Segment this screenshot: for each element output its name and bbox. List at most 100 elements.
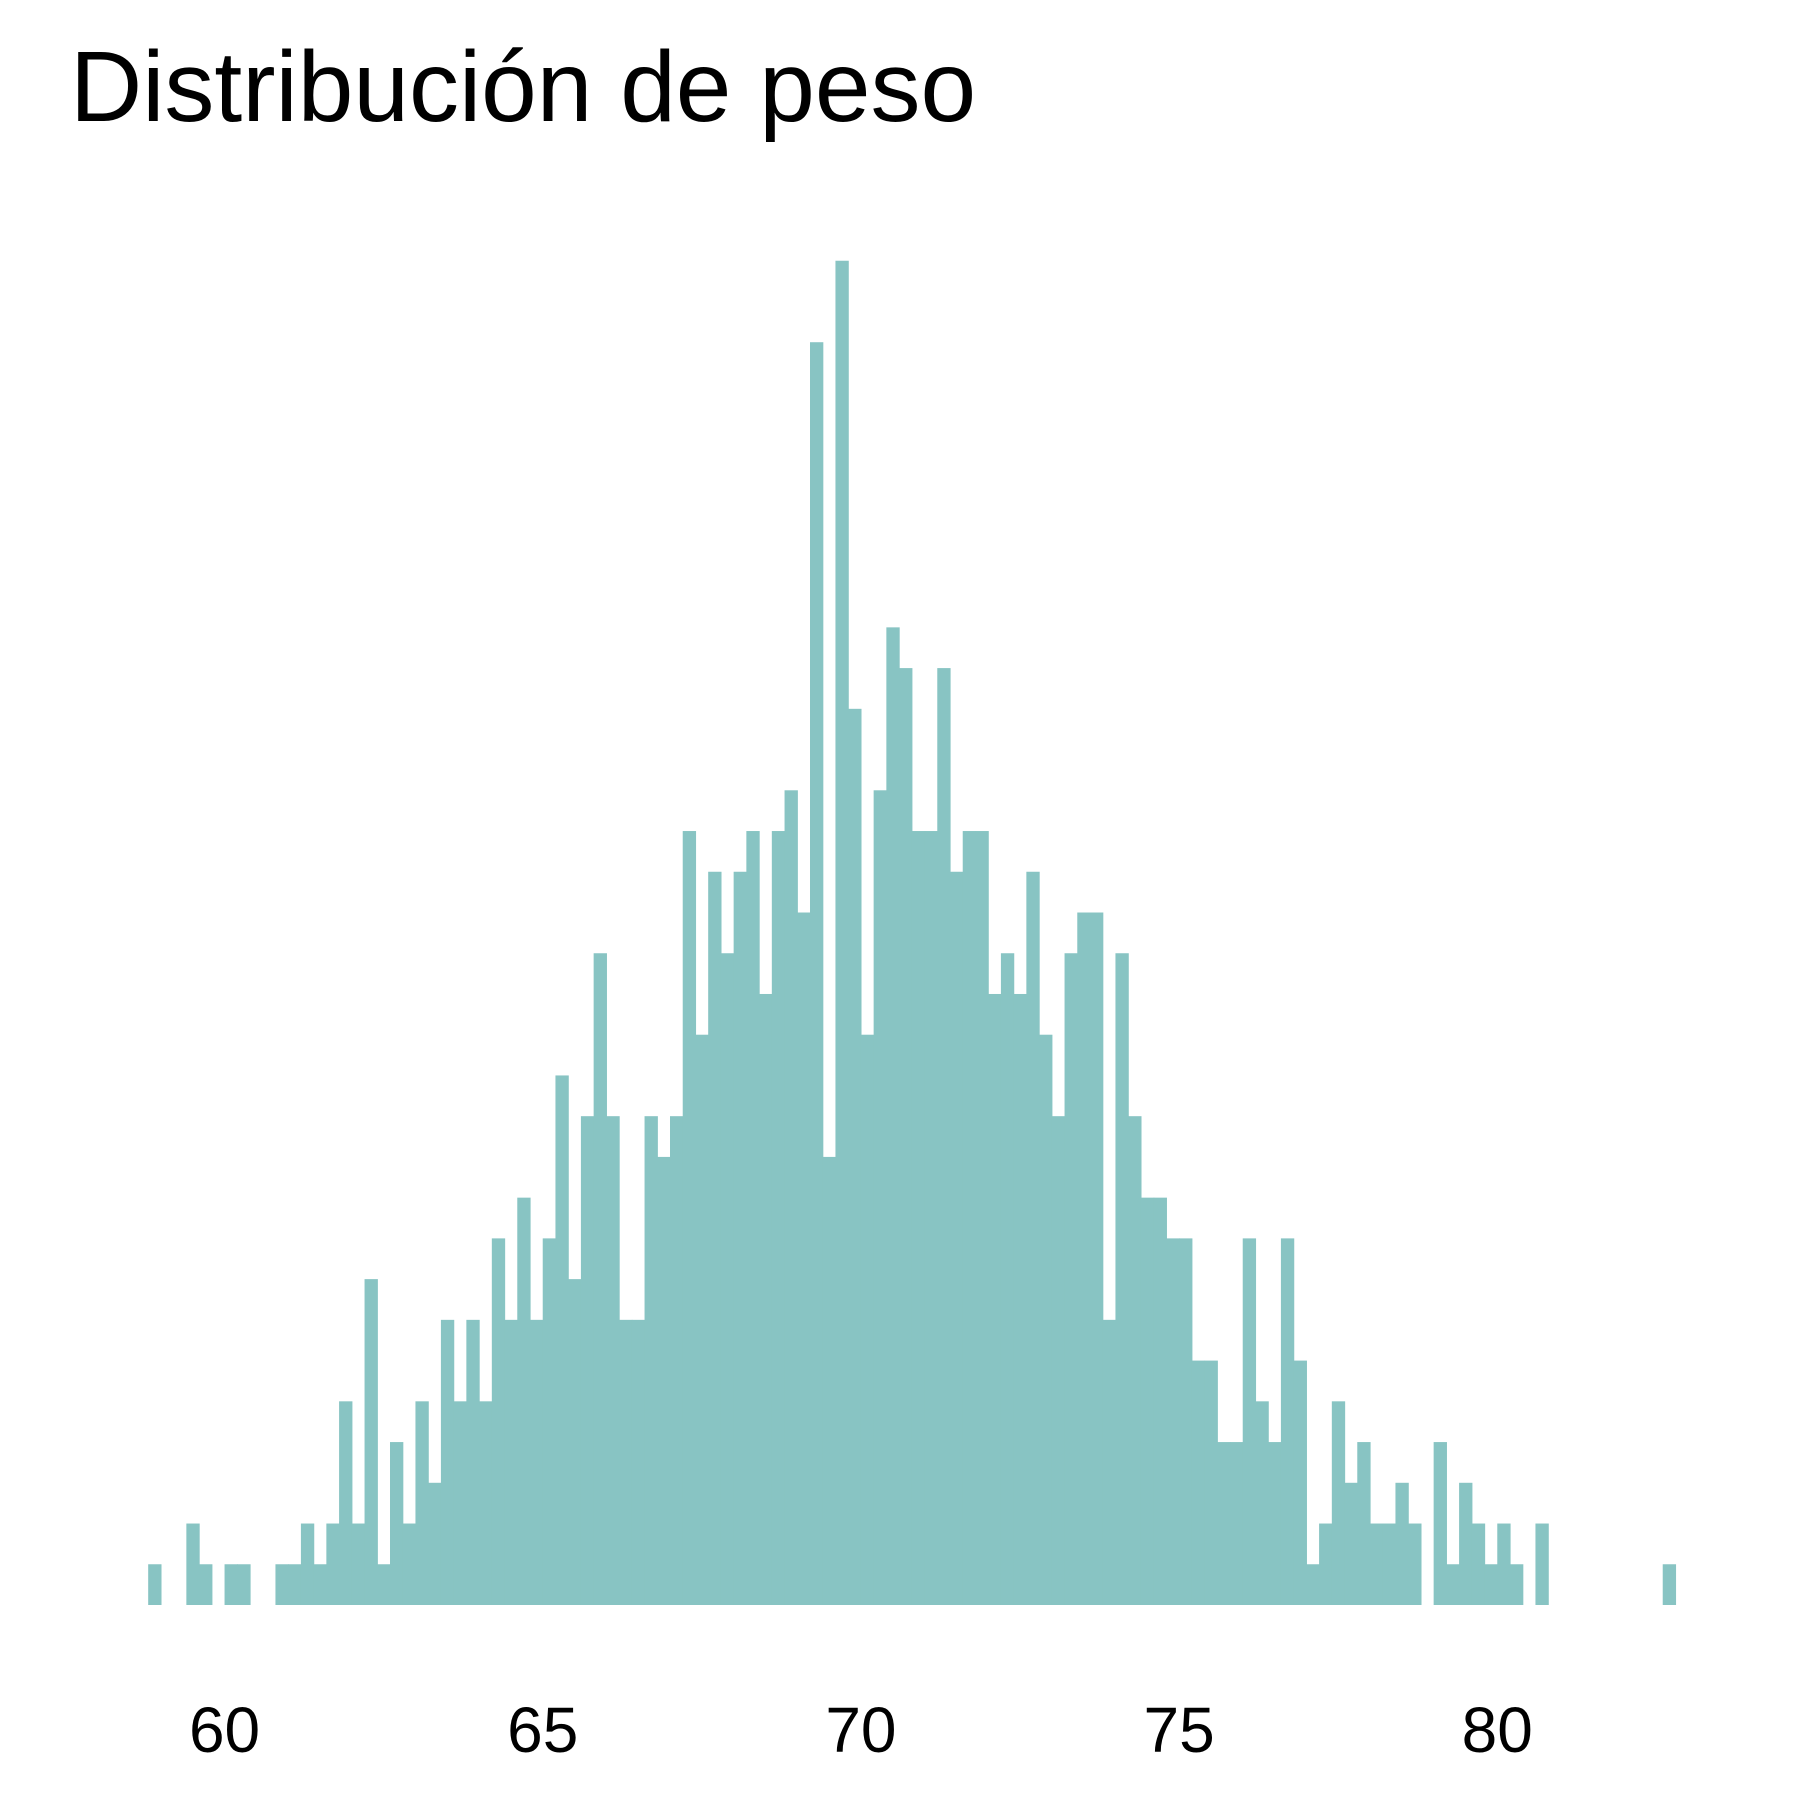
histogram-bar xyxy=(1191,1360,1206,1605)
histogram-bar xyxy=(402,1523,417,1605)
histogram-bar xyxy=(288,1564,302,1605)
histogram-bar xyxy=(440,1319,455,1605)
histogram-bar xyxy=(720,953,735,1605)
histogram-bar xyxy=(657,1156,671,1605)
histogram-bar xyxy=(835,260,849,1605)
histogram-bar xyxy=(326,1523,340,1605)
histogram-bar xyxy=(1344,1482,1358,1605)
histogram-bar xyxy=(1102,1319,1117,1605)
histogram-bars xyxy=(148,260,1677,1606)
histogram-bar xyxy=(911,831,926,1605)
histogram-bar xyxy=(886,627,900,1605)
histogram-bar xyxy=(873,790,887,1605)
histogram-bar xyxy=(580,1116,595,1605)
histogram-bar xyxy=(1026,871,1040,1605)
histogram-bar xyxy=(682,831,697,1605)
x-tick-label: 60 xyxy=(189,1694,260,1766)
histogram-bar xyxy=(504,1319,518,1605)
histogram-bar xyxy=(1497,1523,1511,1605)
histogram-bar xyxy=(1039,1034,1053,1605)
histogram-bar xyxy=(759,993,773,1605)
histogram-bar xyxy=(1510,1564,1524,1605)
histogram-bar xyxy=(1408,1523,1422,1605)
histogram-bar xyxy=(364,1279,378,1605)
histogram-bar xyxy=(568,1279,582,1605)
histogram-bar xyxy=(797,912,811,1605)
histogram-bar xyxy=(606,1116,620,1605)
histogram-bar xyxy=(924,831,938,1605)
histogram-bar xyxy=(1166,1238,1180,1605)
histogram-bar xyxy=(860,1034,875,1605)
histogram-bar xyxy=(1268,1442,1282,1605)
histogram-bar xyxy=(1535,1523,1549,1605)
histogram-bar xyxy=(339,1401,353,1605)
histogram-bar xyxy=(390,1442,404,1605)
histogram-bar xyxy=(1662,1564,1677,1605)
histogram-bar xyxy=(1153,1197,1167,1605)
histogram-bar xyxy=(1471,1523,1486,1605)
histogram-bar xyxy=(555,1075,569,1605)
histogram-bar xyxy=(988,993,1002,1605)
histogram-bar xyxy=(962,831,977,1605)
histogram-bar xyxy=(1140,1197,1155,1605)
histogram-bar xyxy=(1128,1116,1142,1605)
histogram-bar xyxy=(1433,1442,1447,1605)
histogram-bar xyxy=(1357,1442,1371,1605)
histogram-bar xyxy=(237,1564,251,1605)
histogram-bar xyxy=(479,1401,493,1605)
histogram-bar xyxy=(1090,912,1104,1605)
histogram-bar xyxy=(1370,1523,1384,1605)
histogram-bar xyxy=(1115,953,1129,1605)
histogram-bar xyxy=(1293,1360,1307,1605)
histogram-bar xyxy=(1459,1482,1473,1605)
histogram-bar xyxy=(899,668,913,1605)
histogram-bar xyxy=(619,1319,633,1605)
x-tick-label: 75 xyxy=(1143,1694,1214,1766)
histogram-bar xyxy=(771,831,786,1605)
histogram-bar xyxy=(224,1564,238,1605)
histogram-bar xyxy=(1319,1523,1333,1605)
histogram-bar xyxy=(1000,953,1015,1605)
histogram-bar xyxy=(1051,1116,1066,1605)
histogram-bar xyxy=(1204,1360,1218,1605)
histogram-bar xyxy=(670,1116,684,1605)
x-tick-label: 70 xyxy=(825,1694,896,1766)
histogram-bar xyxy=(1179,1238,1193,1605)
histogram-bar xyxy=(1217,1442,1231,1605)
histogram-bar xyxy=(1484,1564,1498,1605)
x-tick-label: 80 xyxy=(1462,1694,1533,1766)
x-axis-tick-labels: 60 65 70 75 80 xyxy=(189,1694,1533,1766)
histogram-bar xyxy=(1230,1442,1244,1605)
histogram-bar xyxy=(530,1319,544,1605)
histogram-bar xyxy=(746,831,760,1605)
histogram-bar xyxy=(1064,953,1078,1605)
histogram-bar xyxy=(644,1116,658,1605)
histogram-bar xyxy=(300,1523,315,1605)
histogram-bar xyxy=(466,1319,480,1605)
histogram-bar xyxy=(1331,1401,1346,1605)
histogram-bar xyxy=(199,1564,213,1605)
histogram-bar xyxy=(1382,1523,1397,1605)
histogram-bar xyxy=(695,1034,709,1605)
histogram-bar xyxy=(1395,1482,1409,1605)
histogram-bar xyxy=(275,1564,289,1605)
histogram-bar xyxy=(1242,1238,1257,1605)
histogram-bar xyxy=(593,953,607,1605)
histogram-bar xyxy=(1446,1564,1460,1605)
histogram-bar xyxy=(822,1156,837,1605)
histogram-bar xyxy=(453,1401,467,1605)
histogram-bar xyxy=(950,871,964,1605)
histogram-bar xyxy=(1077,912,1091,1605)
histogram-bar xyxy=(415,1401,429,1605)
histogram-bar xyxy=(351,1523,366,1605)
histogram-bar xyxy=(631,1319,646,1605)
histogram-bar xyxy=(1255,1401,1269,1605)
histogram-bar xyxy=(1280,1238,1295,1605)
histogram-bar xyxy=(428,1482,442,1605)
histogram-bar xyxy=(975,831,989,1605)
histogram-bar xyxy=(784,790,798,1605)
histogram-bar xyxy=(733,871,747,1605)
histogram-bar xyxy=(1306,1564,1320,1605)
histogram-bar xyxy=(377,1564,391,1605)
